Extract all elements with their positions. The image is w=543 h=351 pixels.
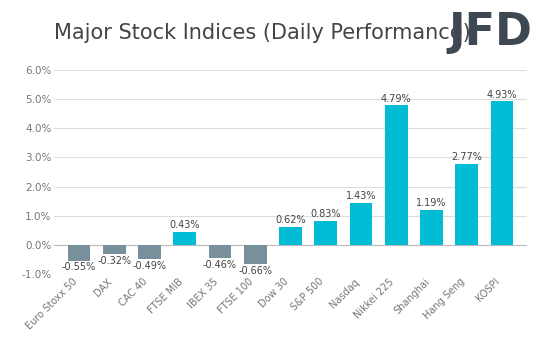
Text: -0.66%: -0.66% bbox=[238, 266, 272, 276]
Bar bbox=[314, 220, 337, 245]
Bar bbox=[138, 245, 161, 259]
Text: Major Stock Indices (Daily Performance): Major Stock Indices (Daily Performance) bbox=[54, 23, 471, 43]
Text: 1.19%: 1.19% bbox=[416, 198, 447, 208]
Text: 4.79%: 4.79% bbox=[381, 94, 412, 104]
Bar bbox=[244, 245, 267, 264]
Text: -0.49%: -0.49% bbox=[132, 261, 167, 271]
Bar bbox=[67, 245, 91, 261]
Text: -0.46%: -0.46% bbox=[203, 260, 237, 270]
Text: JFD: JFD bbox=[448, 11, 532, 54]
Bar bbox=[209, 245, 231, 258]
Text: -0.55%: -0.55% bbox=[62, 263, 96, 272]
Bar bbox=[420, 210, 443, 245]
Text: 0.43%: 0.43% bbox=[169, 220, 200, 231]
Text: 2.77%: 2.77% bbox=[451, 152, 482, 163]
Bar bbox=[350, 203, 372, 245]
Text: 1.43%: 1.43% bbox=[346, 191, 376, 201]
Bar bbox=[173, 232, 196, 245]
Text: 4.93%: 4.93% bbox=[487, 90, 517, 100]
Bar bbox=[279, 227, 302, 245]
Bar bbox=[385, 105, 408, 245]
Text: 0.83%: 0.83% bbox=[311, 209, 341, 219]
Bar bbox=[103, 245, 125, 254]
Bar bbox=[490, 101, 514, 245]
Bar bbox=[456, 164, 478, 245]
Text: 0.62%: 0.62% bbox=[275, 215, 306, 225]
Text: -0.32%: -0.32% bbox=[97, 256, 131, 266]
